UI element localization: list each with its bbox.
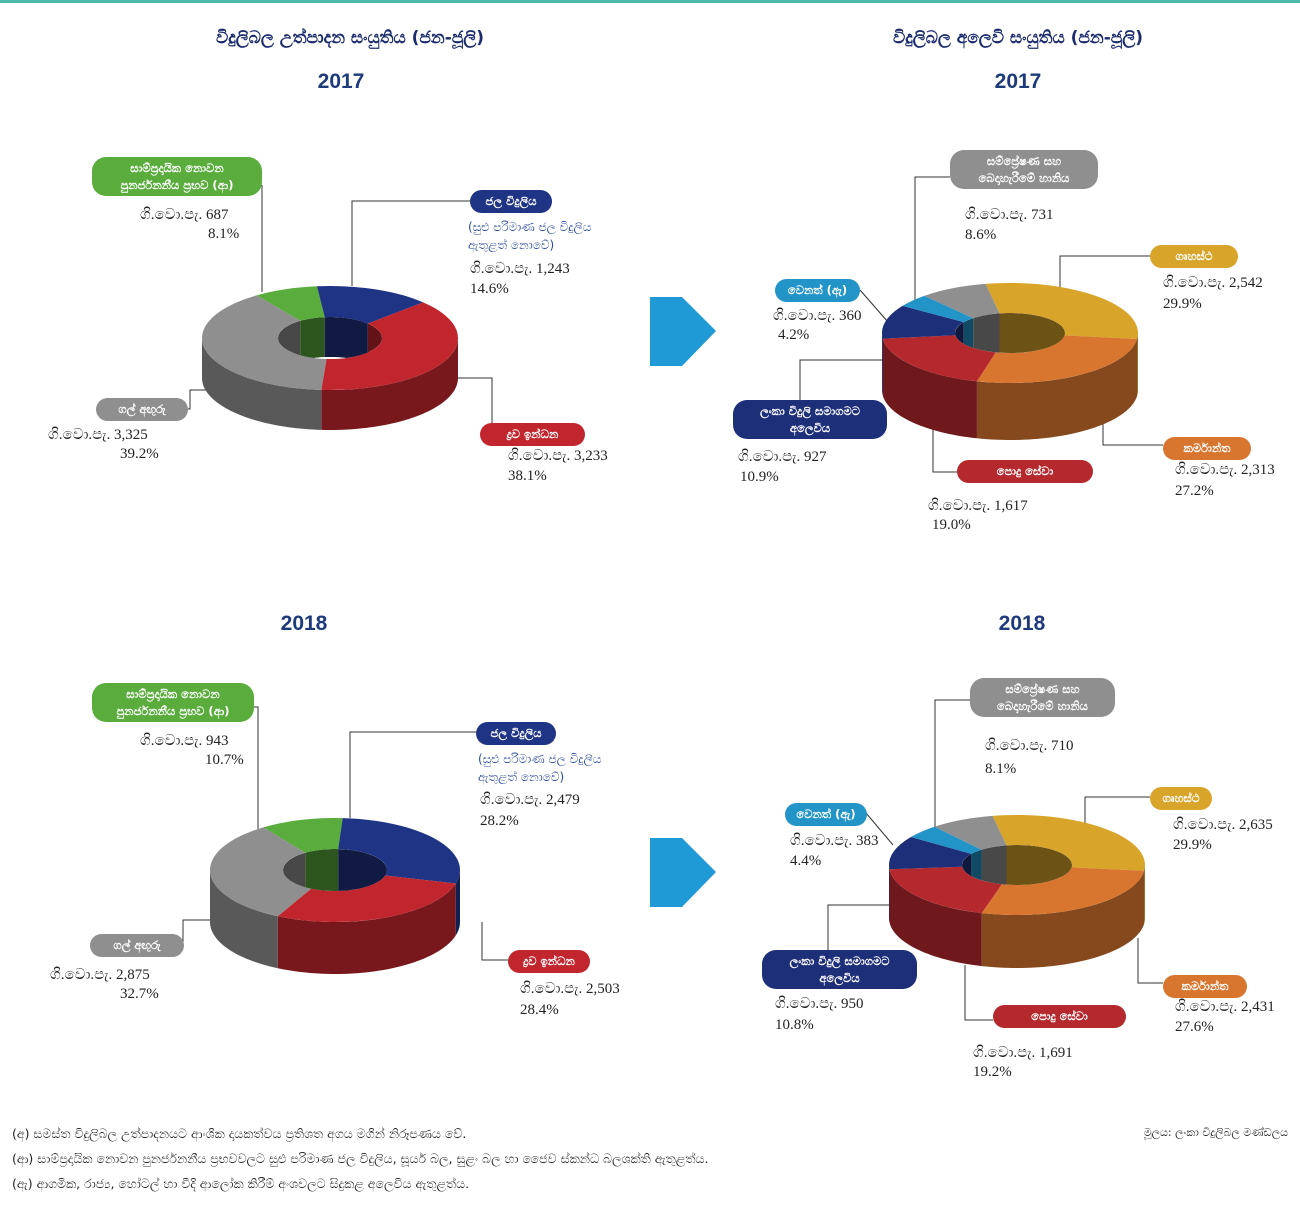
category-label: වෙනත් (ඇ)	[775, 279, 860, 302]
leader-line	[482, 922, 508, 960]
leader-line	[455, 378, 492, 423]
chart-title: 2017	[291, 70, 391, 94]
category-label: සාම්ප්‍රදායික නොවන පුනර්ජනනීය ප්‍රභව (ආ)	[92, 157, 262, 196]
gwh-label: ගි.වො.පැ. 2,313	[1175, 461, 1275, 479]
gwh-label: ගි.වො.පැ. 2,635	[1173, 816, 1273, 834]
category-label: ලංකා විදුලි සමාගමට අලෙවිය	[733, 400, 887, 439]
category-label: සාම්ප්‍රදායික නොවන පුනර්ජනනීය ප්‍රභව (ආ)	[92, 683, 254, 722]
donut-chart	[889, 815, 1145, 968]
gwh-label: ගි.වො.පැ. 360	[773, 307, 862, 325]
leader-line	[860, 290, 888, 322]
percent-label: 19.2%	[973, 1064, 1012, 1081]
gwh-label: ගි.වො.පැ. 943	[140, 732, 229, 750]
category-label: ගෘහස්ථ	[1150, 787, 1212, 810]
percent-label: 8.1%	[208, 226, 239, 243]
category-label: ජල විදුලිය	[476, 722, 556, 745]
gwh-label: ගි.වො.පැ. 1,617	[928, 497, 1028, 515]
gwh-label: ගි.වො.පැ. 3,233	[508, 447, 608, 465]
category-label: සම්ප්‍රේෂණ සහ බෙදාහැරීමේ හානිය	[950, 150, 1098, 189]
percent-label: 28.2%	[480, 813, 519, 830]
leader-line	[254, 707, 258, 830]
footnote: (ඇ) ආගමික, රාජ්‍ය, හෝටල් හා වීදි ආලෝක කි…	[12, 1176, 469, 1192]
gwh-label: ගි.වො.පැ. 2,542	[1163, 274, 1263, 292]
source: මූලය: ලංකා විදුලිබල මණ්ඩලය	[1144, 1126, 1288, 1140]
category-label: ගල් අඟුරු	[90, 934, 184, 957]
percent-label: 39.2%	[120, 446, 159, 463]
section-heading: විදුලිබල අලෙවි සංයුතිය (ජන-ජූලි)	[768, 28, 1268, 48]
arrow	[650, 838, 716, 907]
footnote: (අ) සමස්ත විදුලිබල උත්පාදනයට ආංශික දායකත…	[12, 1126, 466, 1142]
gwh-label: ගි.වො.පැ. 3,325	[48, 426, 148, 444]
top-rule	[0, 0, 1300, 3]
leader-line	[350, 732, 476, 818]
slice-side	[882, 333, 883, 396]
gwh-label: ගි.වො.පැ. 2,431	[1175, 998, 1275, 1016]
gwh-label: ගි.වො.පැ. 927	[738, 448, 827, 466]
percent-label: 38.1%	[508, 468, 547, 485]
category-label: ගල් අඟුරු	[96, 398, 188, 421]
leader-line	[800, 360, 888, 400]
percent-label: 8.6%	[965, 227, 996, 244]
category-label: සම්ප්‍රේෂණ සහ බෙදාහැරීමේ හානිය	[970, 678, 1115, 717]
percent-label: 27.2%	[1175, 483, 1214, 500]
category-label: ද්‍රව ඉන්ධන	[508, 950, 590, 973]
percent-label: 27.6%	[1175, 1019, 1214, 1036]
slice-side	[1144, 865, 1145, 924]
percent-label: 29.9%	[1163, 296, 1202, 313]
percent-label: 28.4%	[520, 1002, 559, 1019]
gwh-label: ගි.වො.පැ. 1,691	[973, 1044, 1073, 1062]
donut-chart	[210, 818, 460, 974]
gwh-label: ගි.වො.පැ. 950	[775, 995, 864, 1013]
leader-line	[828, 905, 893, 950]
infographic: විදුලිබල උත්පාදන සංයුතිය (ජන-ජූලි) විදුල…	[0, 0, 1300, 1211]
gwh-label: ගි.වො.පැ. 2,503	[520, 980, 620, 998]
percent-label: 10.8%	[775, 1017, 814, 1034]
donut-chart	[202, 286, 458, 430]
chart-title: 2018	[254, 612, 354, 636]
leader-line	[1138, 938, 1163, 983]
category-label: ජල විදුලිය	[470, 190, 552, 213]
percent-label: 8.1%	[985, 761, 1016, 778]
gwh-label: ගි.වො.පැ. 710	[985, 737, 1074, 755]
gwh-label: ගි.වො.පැ. 687	[140, 206, 229, 224]
leader-line	[965, 965, 993, 1020]
gwh-label: ගි.වො.පැ. 731	[965, 206, 1054, 224]
category-label: පොදු සේවා	[993, 1005, 1126, 1028]
section-heading: විදුලිබල උත්පාදන සංයුතිය (ජන-ජූලි)	[100, 28, 600, 48]
category-label: පොදු සේවා	[957, 460, 1093, 483]
percent-label: 10.9%	[740, 469, 779, 486]
category-note: (සුළු පරිමාණ ජල විදුලිය ඇතුළත් නොවේ)	[468, 218, 633, 254]
leader-line	[352, 201, 470, 286]
leader-line	[183, 920, 210, 944]
category-label: වෙනත් (ඇ)	[785, 803, 867, 826]
leader-line	[188, 390, 207, 409]
footnote: (ආ) සාම්ප්‍රදායික නොවන පුනර්ජනනීය ප්‍රභව…	[12, 1151, 708, 1167]
chart-title: 2018	[972, 612, 1072, 636]
percent-label: 19.0%	[932, 517, 971, 534]
gwh-label: ගි.වො.පැ. 2,479	[480, 791, 580, 809]
category-label: ගෘහස්ථ	[1150, 245, 1238, 268]
arrow	[650, 297, 716, 366]
percent-label: 29.9%	[1173, 837, 1212, 854]
percent-label: 4.4%	[790, 853, 821, 870]
category-label: ද්‍රව ඉන්ධන	[480, 423, 585, 446]
category-label: කර්මාන්ත	[1163, 975, 1247, 998]
slice-side	[1137, 333, 1138, 396]
donut-chart	[882, 283, 1138, 440]
percent-label: 32.7%	[120, 986, 159, 1003]
leader-line	[935, 700, 970, 830]
category-label: කර්මාන්ත	[1163, 437, 1251, 460]
percent-label: 4.2%	[778, 327, 809, 344]
gwh-label: ගි.වො.පැ. 1,243	[470, 260, 570, 278]
percent-label: 10.7%	[205, 752, 244, 769]
chart-title: 2017	[968, 70, 1068, 94]
leader-line	[915, 177, 950, 300]
percent-label: 14.6%	[470, 281, 509, 298]
slice-inner-wall	[300, 317, 325, 361]
gwh-label: ගි.වො.පැ. 383	[790, 832, 879, 850]
category-note: (සුළු පරිමාණ ජල විදුලිය ඇතුළත් නොවේ)	[478, 750, 643, 786]
gwh-label: ගි.වො.පැ. 2,875	[50, 966, 150, 984]
category-label: ලංකා විදුලි සමාගමට අලෙවිය	[762, 950, 917, 989]
